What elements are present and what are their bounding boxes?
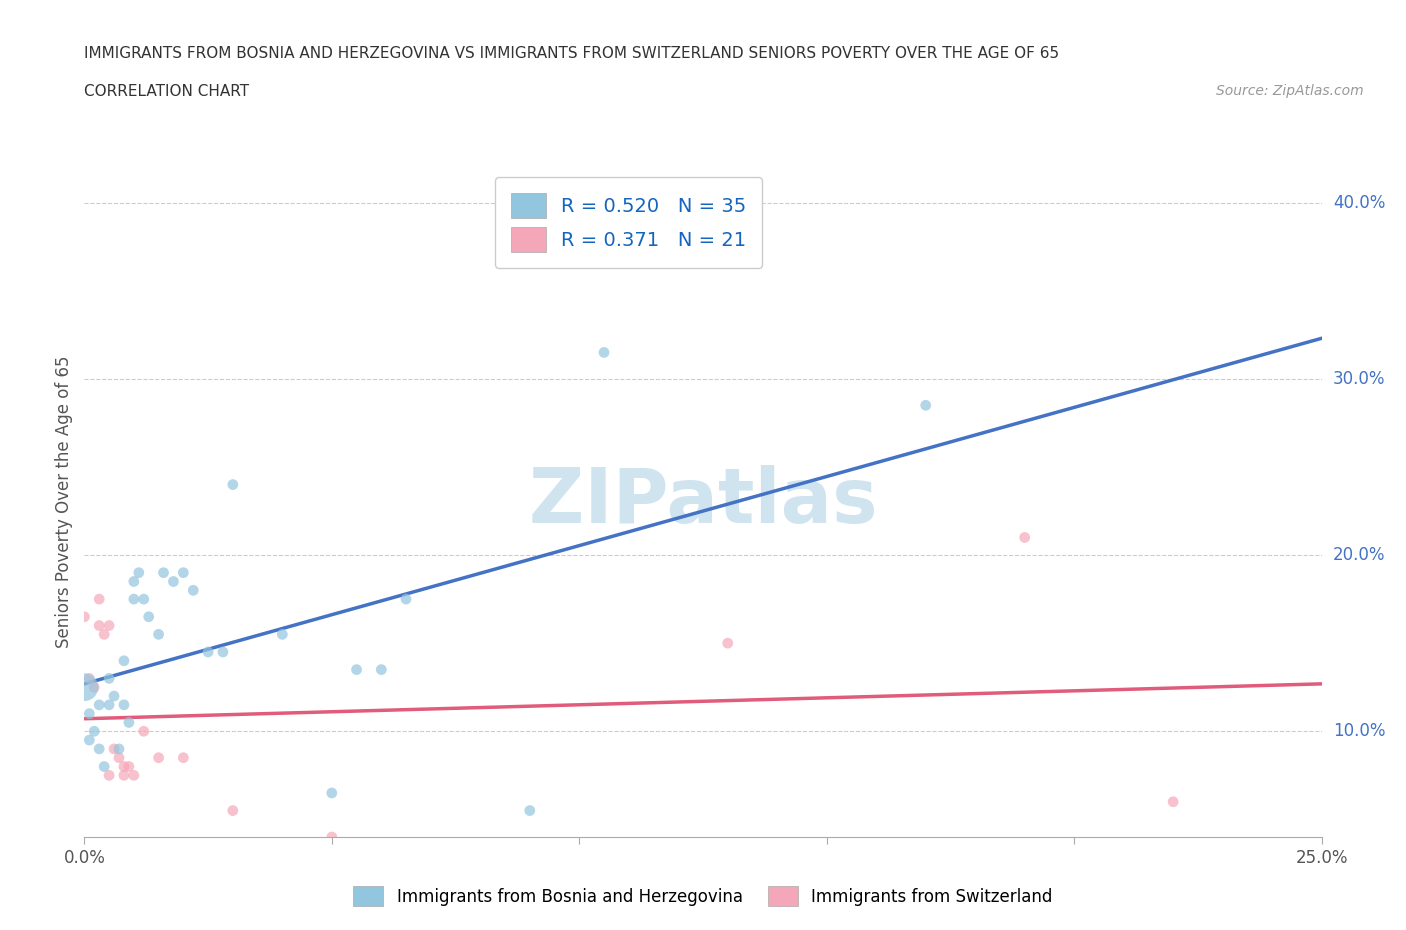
Point [122, 591, 145, 606]
Point [98, 768, 121, 783]
Point [181, 583, 204, 598]
Point [112, 759, 135, 774]
Point [103, 688, 125, 703]
Point [1014, 530, 1036, 545]
Point [108, 751, 131, 765]
Point [152, 565, 174, 580]
Point [98, 671, 121, 685]
Point [321, 786, 343, 801]
Point [197, 644, 219, 659]
Text: 10.0%: 10.0% [1333, 723, 1385, 740]
Point [132, 724, 155, 738]
Point [93, 759, 115, 774]
Point [98, 698, 121, 712]
Point [93, 627, 115, 642]
Point [112, 768, 135, 783]
Point [108, 741, 131, 756]
Point [83, 680, 105, 695]
Point [222, 804, 245, 818]
Point [79, 733, 101, 748]
Point [112, 698, 135, 712]
Point [89, 591, 111, 606]
Point [370, 662, 392, 677]
Point [212, 644, 235, 659]
Legend: R = 0.520   N = 35, R = 0.371   N = 21: R = 0.520 N = 35, R = 0.371 N = 21 [495, 177, 762, 268]
Point [717, 636, 740, 651]
Point [148, 751, 170, 765]
Point [271, 627, 294, 642]
Text: Source: ZipAtlas.com: Source: ZipAtlas.com [1216, 84, 1364, 98]
Point [79, 706, 101, 721]
Point [73, 609, 96, 624]
Point [98, 618, 121, 633]
Point [122, 768, 145, 783]
Point [148, 627, 170, 642]
Point [112, 654, 135, 669]
Text: ZIPat​las: ZIPat​las [529, 465, 877, 539]
Text: 40.0%: 40.0% [1333, 193, 1385, 212]
Point [346, 662, 368, 677]
Point [222, 477, 245, 492]
Point [89, 698, 111, 712]
Legend: Immigrants from Bosnia and Herzegovina, Immigrants from Switzerland: Immigrants from Bosnia and Herzegovina, … [347, 880, 1059, 912]
Point [914, 398, 936, 413]
Point [79, 671, 101, 685]
Text: 30.0%: 30.0% [1333, 370, 1385, 388]
Point [132, 591, 155, 606]
Point [103, 741, 125, 756]
Point [73, 680, 96, 695]
Point [1161, 794, 1184, 809]
Text: CORRELATION CHART: CORRELATION CHART [84, 84, 249, 99]
Text: 20.0%: 20.0% [1333, 546, 1385, 565]
Y-axis label: Seniors Poverty Over the Age of 65: Seniors Poverty Over the Age of 65 [55, 356, 73, 648]
Point [395, 591, 418, 606]
Point [162, 574, 184, 589]
Point [593, 345, 616, 360]
Point [89, 741, 111, 756]
Text: IMMIGRANTS FROM BOSNIA AND HERZEGOVINA VS IMMIGRANTS FROM SWITZERLAND SENIORS PO: IMMIGRANTS FROM BOSNIA AND HERZEGOVINA V… [84, 46, 1060, 61]
Point [138, 609, 160, 624]
Point [83, 724, 105, 738]
Point [89, 618, 111, 633]
Point [128, 565, 150, 580]
Point [122, 574, 145, 589]
Point [321, 830, 343, 844]
Point [172, 751, 194, 765]
Point [118, 759, 141, 774]
Point [118, 715, 141, 730]
Point [172, 565, 194, 580]
Point [519, 804, 541, 818]
